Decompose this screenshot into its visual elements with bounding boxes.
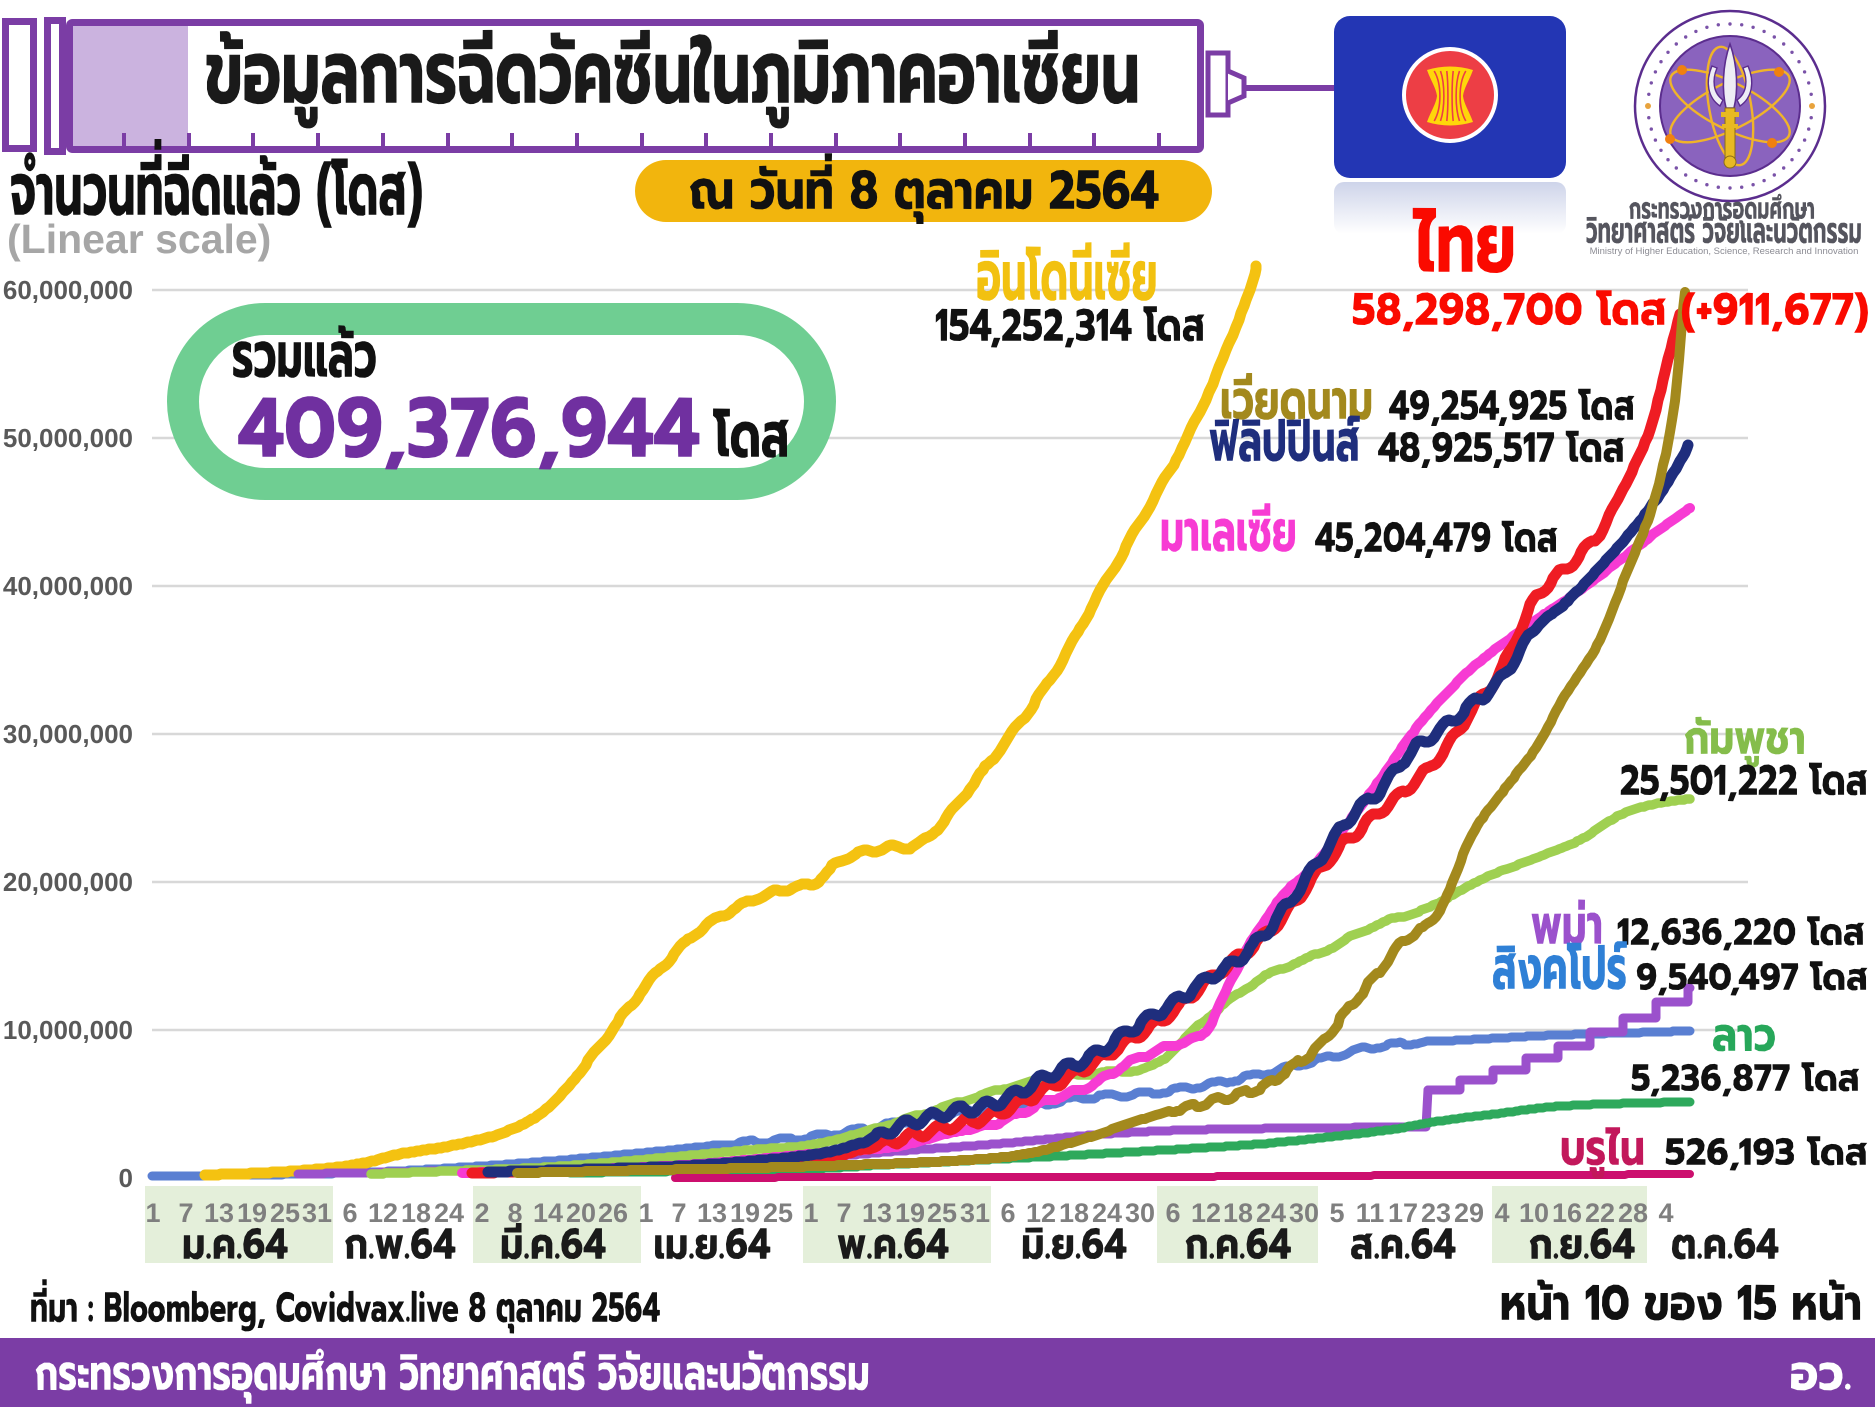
svg-text:0: 0 xyxy=(119,1163,133,1193)
svg-text:24: 24 xyxy=(1092,1198,1122,1228)
svg-text:1: 1 xyxy=(145,1198,160,1228)
svg-text:8: 8 xyxy=(507,1198,522,1228)
svg-text:18: 18 xyxy=(1223,1198,1253,1228)
svg-text:29: 29 xyxy=(1454,1198,1484,1228)
svg-text:60,000,000: 60,000,000 xyxy=(3,275,133,305)
svg-text:12: 12 xyxy=(368,1198,398,1228)
svg-text:18: 18 xyxy=(1059,1198,1089,1228)
svg-text:20,000,000: 20,000,000 xyxy=(3,867,133,897)
svg-text:7: 7 xyxy=(178,1198,193,1228)
svg-text:18: 18 xyxy=(401,1198,431,1228)
svg-text:6: 6 xyxy=(1000,1198,1015,1228)
svg-text:25: 25 xyxy=(270,1198,300,1228)
svg-text:25: 25 xyxy=(927,1198,957,1228)
svg-text:6: 6 xyxy=(1165,1198,1180,1228)
svg-text:24: 24 xyxy=(1256,1198,1286,1228)
svg-text:5: 5 xyxy=(1329,1198,1344,1228)
svg-text:31: 31 xyxy=(302,1198,332,1228)
svg-text:20: 20 xyxy=(566,1198,596,1228)
svg-text:31: 31 xyxy=(960,1198,990,1228)
svg-text:17: 17 xyxy=(1388,1198,1418,1228)
svg-text:16: 16 xyxy=(1552,1198,1582,1228)
svg-text:19: 19 xyxy=(895,1198,925,1228)
svg-text:1: 1 xyxy=(803,1198,818,1228)
svg-text:10,000,000: 10,000,000 xyxy=(3,1015,133,1045)
svg-text:28: 28 xyxy=(1618,1198,1648,1228)
svg-text:10: 10 xyxy=(1519,1198,1549,1228)
svg-text:(Linear scale): (Linear scale) xyxy=(7,216,271,262)
svg-text:7: 7 xyxy=(671,1198,686,1228)
svg-text:26: 26 xyxy=(598,1198,628,1228)
svg-text:13: 13 xyxy=(697,1198,727,1228)
svg-text:Ministry of Higher Education,: Ministry of Higher Education, Science, R… xyxy=(1590,246,1859,257)
svg-text:25: 25 xyxy=(763,1198,793,1228)
svg-text:23: 23 xyxy=(1421,1198,1451,1228)
svg-text:1: 1 xyxy=(638,1198,653,1228)
svg-text:13: 13 xyxy=(862,1198,892,1228)
svg-text:12: 12 xyxy=(1026,1198,1056,1228)
svg-text:7: 7 xyxy=(836,1198,851,1228)
svg-text:40,000,000: 40,000,000 xyxy=(3,571,133,601)
svg-text:2: 2 xyxy=(474,1198,489,1228)
svg-text:13: 13 xyxy=(204,1198,234,1228)
svg-text:24: 24 xyxy=(434,1198,464,1228)
svg-text:22: 22 xyxy=(1585,1198,1615,1228)
svg-text:14: 14 xyxy=(533,1198,563,1228)
svg-text:12: 12 xyxy=(1191,1198,1221,1228)
svg-text:6: 6 xyxy=(342,1198,357,1228)
svg-text:50,000,000: 50,000,000 xyxy=(3,423,133,453)
svg-text:19: 19 xyxy=(730,1198,760,1228)
svg-text:11: 11 xyxy=(1356,1198,1385,1228)
svg-text:19: 19 xyxy=(237,1198,267,1228)
svg-text:30: 30 xyxy=(1125,1198,1155,1228)
svg-text:30,000,000: 30,000,000 xyxy=(3,719,133,749)
svg-text:30: 30 xyxy=(1289,1198,1319,1228)
svg-text:4: 4 xyxy=(1494,1198,1509,1228)
svg-text:4: 4 xyxy=(1658,1198,1673,1228)
